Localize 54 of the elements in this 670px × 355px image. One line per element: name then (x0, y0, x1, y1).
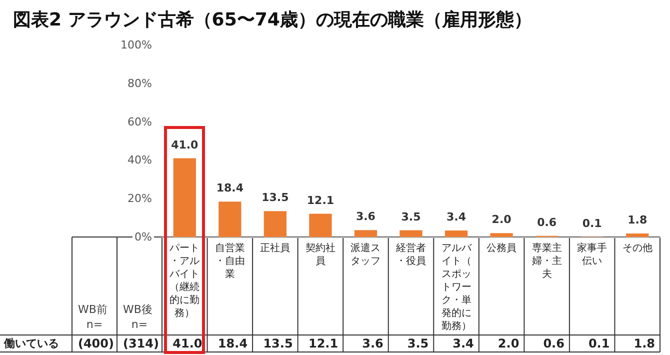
text: 働いている (3, 337, 59, 350)
x-tick-label: 家事手伝い (577, 242, 608, 267)
text: 0.6 (537, 216, 557, 229)
text: 1.8 (628, 214, 648, 227)
data-label: 0.6 (543, 336, 564, 350)
data-label: 3.6 (362, 336, 384, 350)
bar (490, 233, 513, 237)
data-label: 1.8 (634, 336, 655, 350)
x-tick-label: 契約社員 (305, 242, 336, 267)
text: (400) (78, 336, 114, 350)
data-label: 3.4 (452, 336, 474, 350)
text: (314) (122, 336, 159, 350)
chart-title: 図表2 アラウンド古希（65〜74歳）の現在の職業（雇用形態） (13, 10, 532, 30)
text: 0.1 (582, 216, 602, 230)
data-label: 3.5 (407, 336, 429, 350)
y-tick-label: 60% (128, 115, 152, 128)
bar (309, 214, 332, 237)
text: 2.0 (492, 213, 512, 226)
bar (354, 230, 378, 237)
bar (173, 158, 196, 237)
text: WB後 n= (123, 303, 156, 331)
text: 3.5 (401, 210, 421, 224)
data-label: 13.5 (263, 336, 293, 350)
text: 18.4 (216, 182, 244, 195)
text: 12.1 (306, 194, 334, 207)
bar (218, 202, 242, 237)
data-label: 0.1 (588, 336, 610, 350)
text: WB前 n= (78, 303, 111, 331)
x-tick-label: 正社員 (260, 242, 290, 254)
data-label: 41.0 (172, 336, 202, 350)
x-tick-label: 派遣スタッフ (350, 242, 381, 267)
bar (626, 234, 649, 237)
x-tick-label: 自営業・自由業 (214, 242, 245, 280)
x-tick-label: 経営者・役員 (395, 242, 426, 267)
bar (264, 211, 286, 237)
bar (400, 230, 422, 237)
x-tick-label: 公務員 (486, 242, 517, 254)
text: 3.4 (446, 210, 466, 224)
y-tick-label: 100% (120, 38, 152, 52)
text: 13.5 (262, 191, 289, 204)
x-tick-label: パート・アルバイト（継続的に勤務） (168, 243, 200, 319)
y-tick-label: 0% (134, 230, 152, 244)
text: 3.6 (356, 210, 376, 224)
x-tick-label: その他 (622, 242, 652, 254)
y-tick-label: 80% (128, 76, 152, 90)
y-tick-label: 40% (128, 154, 152, 167)
x-tick-label: 専業主婦・主夫 (532, 242, 562, 280)
y-tick-label: 20% (128, 192, 152, 206)
data-label: 12.1 (308, 336, 338, 350)
text: 41.0 (171, 138, 198, 152)
data-label: 18.4 (218, 336, 248, 350)
bar (444, 230, 468, 237)
data-label: 2.0 (498, 336, 520, 350)
x-tick-label: アルバイト（スポットワーク・単発的に勤務） (441, 243, 472, 332)
